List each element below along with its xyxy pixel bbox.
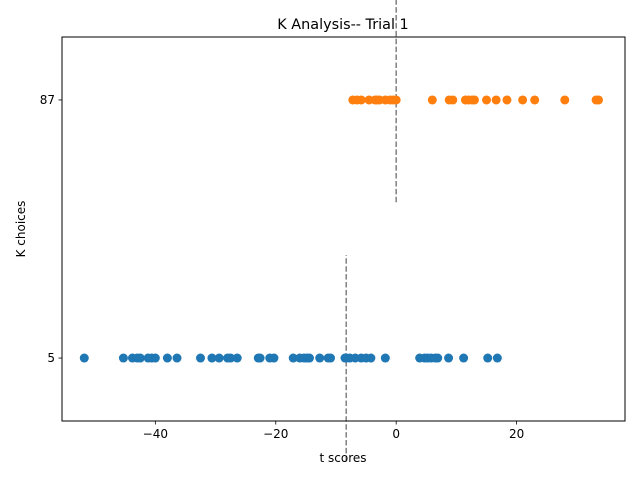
data-point-s1-5 [135,353,145,363]
data-point-s1-1 [79,353,89,363]
x-tick-label: −20 [263,427,288,441]
data-point-s2-26 [594,95,604,105]
data-point-s2-3 [356,95,366,105]
x-tick-label: −40 [143,427,168,441]
data-point-s2-23 [530,95,540,105]
data-point-s1-42 [433,353,443,363]
data-point-s2-21 [502,95,512,105]
y-axis-ticks: 5 87 [40,93,62,365]
y-axis-label: K choices [14,201,28,258]
data-point-s2-11 [391,95,401,105]
data-point-s1-43 [444,353,454,363]
data-point-s1-26 [315,353,325,363]
data-point-s1-8 [150,353,160,363]
data-point-s1-44 [459,353,469,363]
data-point-s1-2 [118,353,128,363]
data-point-s1-11 [195,353,205,363]
data-point-s1-18 [255,353,265,363]
data-point-s1-20 [269,353,279,363]
y-tick-label: 5 [47,351,55,365]
data-point-s1-16 [232,353,242,363]
data-point-s2-20 [491,95,501,105]
data-point-s1-35 [366,353,376,363]
data-point-s1-45 [483,353,493,363]
data-point-s2-24 [560,95,570,105]
y-tick-label: 87 [40,93,55,107]
plot-area [79,0,604,462]
data-point-s2-22 [518,95,528,105]
data-point-s1-36 [380,353,390,363]
data-point-s1-13 [214,353,224,363]
chart-title: K Analysis-- Trial 1 [277,17,408,33]
data-point-s1-10 [172,353,182,363]
reference-lines [345,0,397,462]
plot-frame [61,36,626,422]
data-point-s1-15 [226,353,236,363]
data-points [79,95,604,363]
data-point-s1-28 [326,353,336,363]
x-tick-label: 0 [392,427,400,441]
data-point-s1-25 [304,353,314,363]
data-point-s2-12 [427,95,437,105]
x-axis-ticks: −40 −20 0 20 [143,421,524,441]
data-point-s1-21 [288,353,298,363]
data-point-s1-46 [492,353,502,363]
data-point-s2-19 [482,95,492,105]
data-point-s2-14 [448,95,458,105]
data-point-s1-12 [207,353,217,363]
x-axis-label: t scores [319,451,366,465]
data-point-s1-9 [162,353,172,363]
data-point-s2-18 [469,95,479,105]
x-tick-label: 20 [509,427,524,441]
